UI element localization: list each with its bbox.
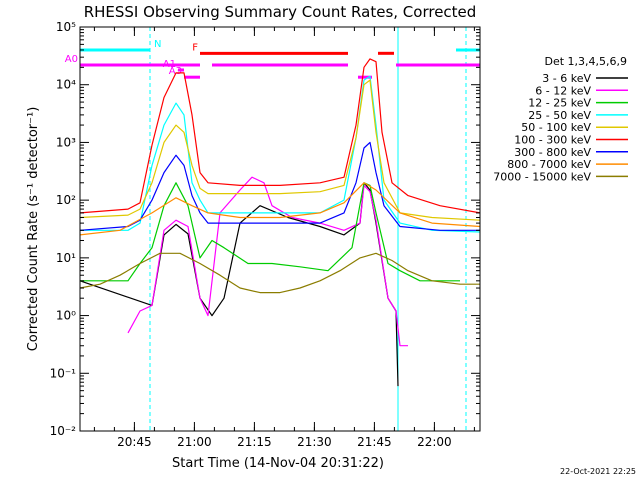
y-tick-label-4: 10² [56,193,76,207]
x-tick-label-3: 21:30 [297,435,332,449]
y-tick-label-0: 10⁻² [50,424,77,438]
series-line-2 [80,182,460,282]
x-tick-label-4: 21:45 [357,435,392,449]
annotation-label-n: N [154,39,161,50]
series-line-6 [79,141,480,231]
y-tick-label-7: 10⁵ [56,20,76,34]
y-tick-label-6: 10⁴ [56,78,76,92]
legend-label-7: 800 - 7000 keV [507,158,591,171]
series-line-5 [79,58,481,214]
legend-label-0: 3 - 6 keV [542,72,591,85]
series-line-4 [79,79,481,221]
annotation-label-a3: A3 [169,66,182,77]
legend-label-6: 300 - 800 keV [514,146,591,159]
y-tick-label-5: 10³ [56,135,76,149]
y-tick-label-1: 10⁻¹ [50,366,77,380]
x-tick-label-1: 21:00 [177,435,212,449]
legend-label-2: 12 - 25 keV [528,97,591,110]
legend-label-1: 6 - 12 keV [535,84,591,97]
y-axis: 10⁻² 10⁻¹ 10⁰ 10¹ 10² 10³ 10⁴ 10⁵ [50,20,480,438]
annotation-label-a1: A1 [163,59,176,70]
legend-label-5: 100 - 300 keV [514,134,591,147]
series-line-1 [127,176,408,347]
chart-title: RHESSI Observing Summary Count Rates, Co… [84,3,477,21]
series-line-3 [80,75,481,233]
legend-label-4: 50 - 100 keV [521,121,591,134]
x-tick-label-2: 21:15 [237,435,272,449]
legend-label-3: 25 - 50 keV [528,109,591,122]
annotation-label-f: F [192,42,198,53]
x-axis-label: Start Time (14-Nov-04 20:31:22) [172,456,384,471]
x-tick-label-5: 22:00 [417,435,452,449]
annotation-label-a0: A0 [65,54,78,65]
x-tick-label-0: 20:45 [117,435,152,449]
legend-label-8: 7000 - 15000 keV [493,170,591,183]
series-line-7 [79,182,481,236]
y-tick-label-2: 10⁰ [56,309,76,323]
y-tick-label-3: 10¹ [56,251,76,265]
legend-title: Det 1,3,4,5,6,9 [544,55,627,68]
x-axis: 20:45 21:00 21:15 21:30 21:45 22:00 [93,27,475,449]
series-line-8 [79,252,480,294]
y-axis-label: Corrected Count Rate (s⁻¹ detector⁻¹) [26,107,41,352]
date-stamp: 22-Oct-2021 22:25 [560,467,636,476]
plot-frame [79,26,481,432]
